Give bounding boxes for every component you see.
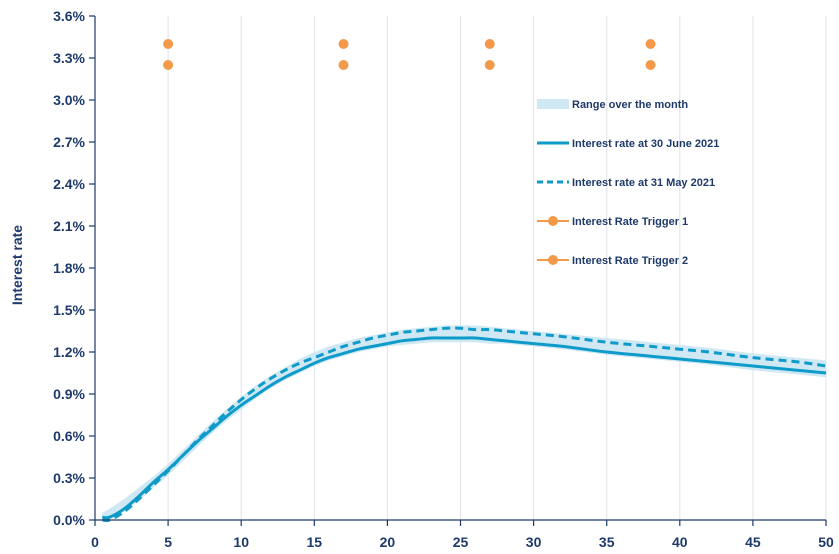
y-tick-label: 1.5%: [53, 302, 85, 318]
y-tick-label: 3.6%: [53, 8, 85, 24]
series-line-31-may-2021: [102, 326, 827, 523]
range-band: [102, 325, 827, 519]
y-tick-label: 2.7%: [53, 134, 85, 150]
x-tick-label: 15: [307, 534, 323, 550]
legend-swatch-band: [537, 99, 569, 109]
x-tick-label: 45: [745, 534, 761, 550]
legend-label: Interest Rate Trigger 2: [572, 255, 688, 267]
x-tick-label: 30: [526, 534, 542, 550]
trigger-1-marker-2: [338, 39, 349, 49]
band-range-over-the-month: [102, 325, 827, 519]
legend-label: Interest rate at 31 May 2021: [572, 177, 715, 189]
legend-swatch-trigger-marker: [548, 255, 558, 265]
x-tick-label: 25: [453, 534, 469, 550]
y-tick-label: 3.0%: [53, 92, 85, 108]
x-tick-label: 0: [91, 534, 99, 550]
trigger-2-marker-4: [645, 60, 656, 70]
x-tick-label: 10: [233, 534, 249, 550]
trigger-1-marker-4: [645, 39, 656, 49]
x-tick-label: 5: [164, 534, 172, 550]
legend-swatch-trigger-marker: [548, 216, 558, 226]
x-tick-label: 40: [672, 534, 688, 550]
y-tick-label: 1.8%: [53, 260, 85, 276]
y-tick-label: 0.6%: [53, 428, 85, 444]
y-axis-label: Interest rate: [9, 225, 25, 305]
x-tick-label: 50: [818, 534, 834, 550]
y-tick-label: 3.3%: [53, 50, 85, 66]
legend: Range over the month Interest rate at 30 …: [537, 99, 719, 267]
trigger-1-marker-3: [484, 39, 495, 49]
legend-label: Interest Rate Trigger 1: [572, 216, 688, 228]
y-tick-labels: 0.0% 0.3% 0.6% 0.9% 1.2% 1.5% 1.8% 2.1% 2.4% 2.7%…: [53, 8, 85, 528]
legend-label: Interest rate at 30 June 2021: [572, 138, 719, 150]
y-tick-label: 2.1%: [53, 218, 85, 234]
gridlines: [167, 16, 827, 520]
trigger-1-marker-1: [163, 39, 174, 49]
y-tick-label: 0.3%: [53, 470, 85, 486]
y-tick-label: 2.4%: [53, 176, 85, 192]
x-tick-label: 20: [380, 534, 396, 550]
x-tick-labels: 0 5 10 15 20 25 30 35 40 45 50: [91, 534, 834, 550]
trigger-2-marker-3: [484, 60, 495, 70]
y-tick-label: 0.9%: [53, 386, 85, 402]
legend-label: Range over the month: [572, 99, 688, 111]
y-tick-label: 1.2%: [53, 344, 85, 360]
trigger-2-marker-1: [163, 60, 174, 70]
axes: [89, 15, 827, 526]
x-tick-label: 35: [599, 534, 615, 550]
series-lines: [102, 326, 827, 523]
trigger-2-marker-2: [338, 60, 349, 70]
y-tick-label: 0.0%: [53, 512, 85, 528]
trigger-markers: [163, 39, 656, 70]
